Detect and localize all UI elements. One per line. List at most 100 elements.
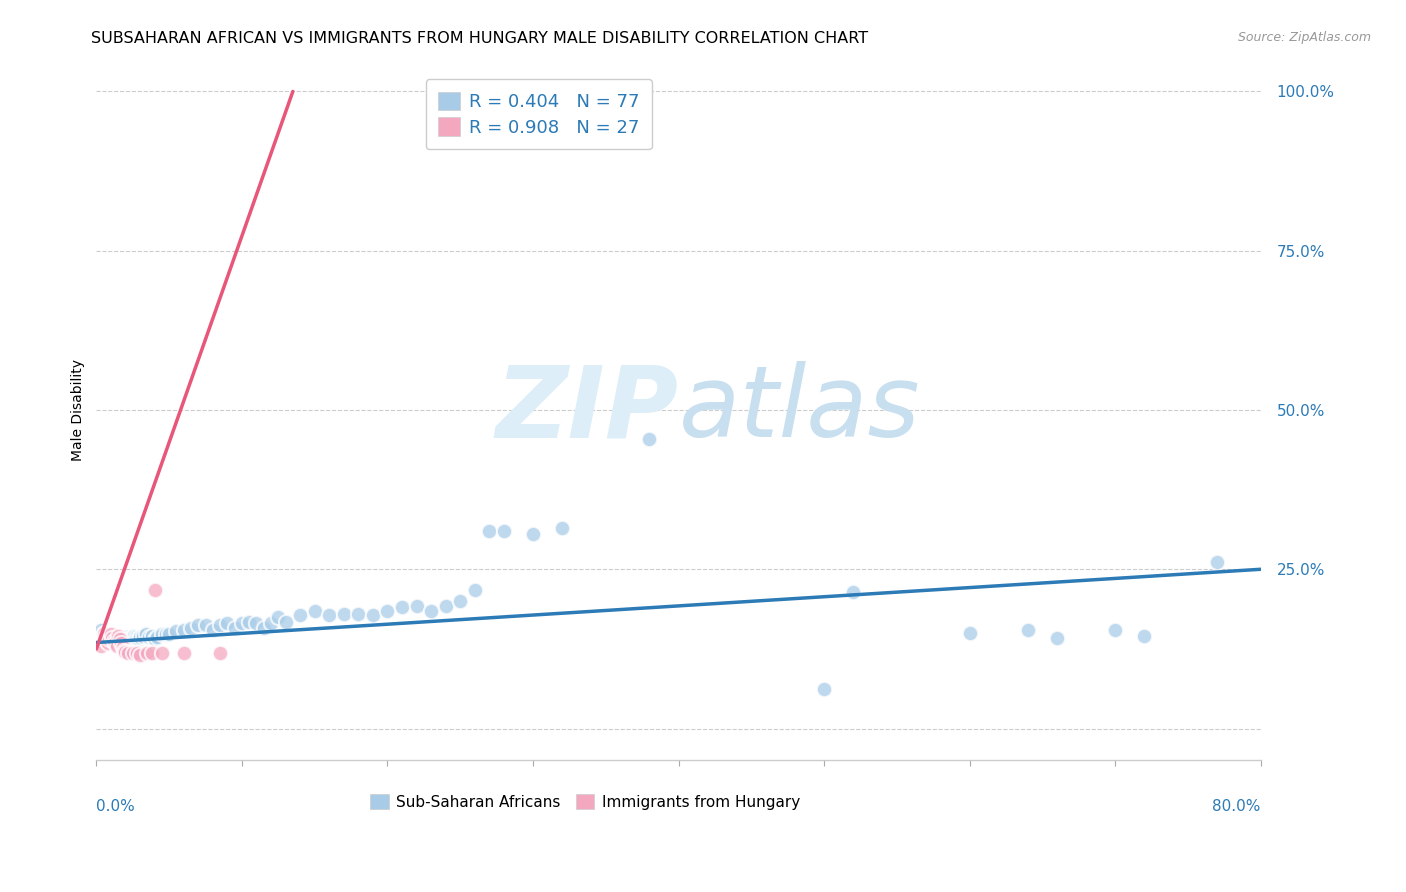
Point <box>187 618 209 632</box>
Point <box>107 633 129 648</box>
Point <box>108 632 131 647</box>
Point <box>138 631 160 645</box>
Point <box>104 631 127 645</box>
Point <box>124 631 146 645</box>
Point <box>117 646 139 660</box>
Point <box>150 646 173 660</box>
Point <box>121 646 143 660</box>
Point <box>93 627 115 641</box>
Point <box>110 632 132 647</box>
Point <box>96 627 118 641</box>
Point <box>98 632 121 647</box>
Point <box>105 639 128 653</box>
Point <box>449 594 471 608</box>
Point <box>128 632 150 647</box>
Point <box>97 629 120 643</box>
Point <box>1133 629 1156 643</box>
Point <box>245 616 267 631</box>
Point <box>115 632 138 647</box>
Point <box>107 629 129 643</box>
Point <box>127 632 149 646</box>
Text: Source: ZipAtlas.com: Source: ZipAtlas.com <box>1237 31 1371 45</box>
Point <box>120 632 142 647</box>
Point <box>150 627 173 641</box>
Point <box>103 629 125 643</box>
Point <box>143 582 166 597</box>
Point <box>132 629 155 643</box>
Point <box>165 624 187 638</box>
Point <box>478 524 501 538</box>
Point <box>114 645 136 659</box>
Point <box>111 633 134 648</box>
Point <box>157 627 180 641</box>
Point <box>90 639 112 653</box>
Point <box>110 635 132 649</box>
Point <box>209 646 232 660</box>
Point <box>108 631 131 645</box>
Point <box>1046 631 1069 645</box>
Point <box>127 646 149 660</box>
Point <box>100 631 122 645</box>
Point <box>194 618 217 632</box>
Text: ZIP: ZIP <box>495 361 679 458</box>
Point <box>377 604 399 618</box>
Point <box>288 608 311 623</box>
Point <box>141 629 163 643</box>
Point <box>141 646 163 660</box>
Point <box>117 633 139 648</box>
Point <box>224 621 246 635</box>
Point <box>122 629 145 643</box>
Text: atlas: atlas <box>679 361 920 458</box>
Point <box>94 631 117 645</box>
Text: 80.0%: 80.0% <box>1212 799 1261 814</box>
Point <box>118 632 141 646</box>
Point <box>318 608 340 623</box>
Point <box>813 681 835 696</box>
Point <box>464 582 486 597</box>
Point <box>111 640 134 654</box>
Point <box>420 604 443 618</box>
Point <box>173 646 195 660</box>
Point <box>260 616 283 631</box>
Point <box>136 646 159 660</box>
Point <box>253 621 276 635</box>
Point <box>1017 623 1039 637</box>
Point <box>155 627 177 641</box>
Point <box>129 648 152 663</box>
Point <box>114 631 136 645</box>
Point <box>101 632 124 647</box>
Point <box>93 626 115 640</box>
Point <box>98 631 121 645</box>
Point <box>104 635 127 649</box>
Point <box>173 623 195 637</box>
Point <box>361 608 384 623</box>
Text: SUBSAHARAN AFRICAN VS IMMIGRANTS FROM HUNGARY MALE DISABILITY CORRELATION CHART: SUBSAHARAN AFRICAN VS IMMIGRANTS FROM HU… <box>91 31 869 46</box>
Point <box>391 600 413 615</box>
Point <box>100 627 122 641</box>
Point <box>1206 555 1229 569</box>
Point <box>304 604 326 618</box>
Point <box>238 615 260 629</box>
Point <box>180 621 202 635</box>
Point <box>274 615 297 629</box>
Point <box>96 633 118 648</box>
Point <box>522 527 544 541</box>
Point <box>135 627 157 641</box>
Point <box>129 631 152 645</box>
Point <box>112 644 135 658</box>
Y-axis label: Male Disability: Male Disability <box>72 359 86 461</box>
Point <box>112 631 135 645</box>
Point <box>405 599 427 614</box>
Point <box>101 631 124 645</box>
Point <box>105 632 128 647</box>
Point <box>492 524 515 538</box>
Point <box>842 584 865 599</box>
Point <box>97 635 120 649</box>
Point <box>201 623 224 637</box>
Point <box>434 599 457 614</box>
Point <box>267 610 290 624</box>
Point <box>103 633 125 648</box>
Point <box>1104 623 1126 637</box>
Point <box>146 631 169 645</box>
Point <box>217 616 239 631</box>
